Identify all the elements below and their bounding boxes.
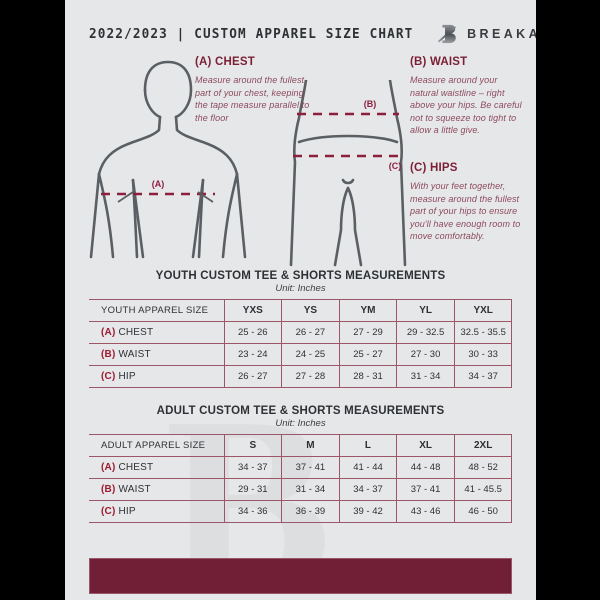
adult-table-header-row: ADULT APPAREL SIZE S M L XL 2XL bbox=[89, 434, 513, 457]
callout-chest-text: Measure around the fullest part of your … bbox=[195, 75, 310, 123]
table-cell: 36 - 39 bbox=[281, 500, 340, 523]
table-cell: 30 - 33 bbox=[453, 343, 513, 366]
page-header: 2022/2023 | CUSTOM APPAREL SIZE CHART BR… bbox=[65, 20, 536, 48]
youth-column-header-ys: YS bbox=[281, 299, 340, 322]
table-cell: 27 - 28 bbox=[281, 365, 340, 388]
youth-column-header-yl: YL bbox=[396, 299, 455, 322]
adult-column-header-m: M bbox=[281, 434, 340, 457]
youth-header-label: YOUTH APPAREL SIZE bbox=[89, 299, 224, 322]
table-cell: 26 - 27 bbox=[223, 365, 283, 388]
table-cell: 37 - 41 bbox=[281, 456, 340, 479]
youth-size-table-block: YOUTH CUSTOM TEE & SHORTS MEASUREMENTS U… bbox=[89, 270, 513, 388]
brand-name: BREAKAWAY bbox=[467, 27, 536, 41]
table-cell: 26 - 27 bbox=[281, 321, 340, 344]
adult-row-label-waist: (B) WAIST bbox=[89, 478, 224, 501]
row-tag: (A) bbox=[101, 327, 116, 338]
youth-table-title: YOUTH CUSTOM TEE & SHORTS MEASUREMENTS bbox=[155, 270, 446, 282]
page-title: 2022/2023 | CUSTOM APPAREL SIZE CHART bbox=[89, 26, 414, 42]
adult-column-header-s: S bbox=[223, 434, 283, 457]
chest-marker-label: (A) bbox=[152, 179, 165, 189]
table-cell: 24 - 25 bbox=[281, 343, 340, 366]
table-cell: 31 - 34 bbox=[396, 365, 455, 388]
youth-column-header-ym: YM bbox=[338, 299, 398, 322]
hips-marker-label: (C) bbox=[389, 161, 402, 171]
callout-waist: (B) WAIST Measure around your natural wa… bbox=[410, 56, 528, 137]
youth-row-label-chest: (A) CHEST bbox=[89, 321, 224, 344]
table-cell: 32.5 - 35.5 bbox=[453, 321, 513, 344]
callout-chest: (A) CHEST Measure around the fullest par… bbox=[195, 56, 315, 124]
table-cell: 25 - 26 bbox=[223, 321, 283, 344]
table-cell: 34 - 37 bbox=[453, 365, 513, 388]
table-row: (B) WAIST 23 - 24 24 - 25 25 - 27 27 - 30 30 … bbox=[89, 343, 513, 366]
table-cell: 29 - 32.5 bbox=[396, 321, 455, 344]
adult-table-title: ADULT CUSTOM TEE & SHORTS MEASUREMENTS bbox=[156, 405, 445, 417]
callout-hips-text: With your feet together, measure around … bbox=[410, 181, 521, 242]
row-tag: (B) bbox=[101, 349, 116, 360]
table-cell: 48 - 52 bbox=[453, 456, 513, 479]
callout-hips: (C) HIPS With your feet together, measur… bbox=[410, 162, 528, 243]
callout-waist-text: Measure around your natural waistline – … bbox=[410, 75, 522, 136]
row-tag: (B) bbox=[101, 484, 116, 495]
table-cell: 46 - 50 bbox=[453, 500, 513, 523]
adult-row-label-hip: (C) HIP bbox=[89, 500, 224, 523]
adult-column-header-xl: XL bbox=[396, 434, 455, 457]
table-row: (B) WAIST 29 - 31 31 - 34 34 - 37 37 - 41 41 … bbox=[89, 478, 513, 501]
row-tag: (A) bbox=[101, 462, 116, 473]
measurement-diagram: (A) (B) (C) (A) CHEST Measure around the… bbox=[65, 52, 536, 267]
youth-table-unit: Unit: Inches bbox=[275, 283, 326, 294]
adult-column-header-2xl: 2XL bbox=[453, 434, 513, 457]
adult-header-label: ADULT APPAREL SIZE bbox=[89, 434, 224, 457]
table-cell: 37 - 41 bbox=[396, 478, 455, 501]
table-cell: 41 - 44 bbox=[338, 456, 398, 479]
table-cell: 34 - 36 bbox=[223, 500, 283, 523]
table-cell: 41 - 45.5 bbox=[453, 478, 513, 501]
table-row: (A) CHEST 34 - 37 37 - 41 41 - 44 44 - 48 48 … bbox=[89, 456, 513, 479]
table-row: (A) CHEST 25 - 26 26 - 27 27 - 29 29 - 32.5 3… bbox=[89, 321, 513, 344]
size-chart-page: B 2022/2023 | CUSTOM APPAREL SIZE CHART … bbox=[65, 0, 536, 600]
table-cell: 39 - 42 bbox=[338, 500, 398, 523]
callout-hips-heading: (C) HIPS bbox=[410, 162, 458, 174]
waist-marker-label: (B) bbox=[364, 99, 377, 109]
adult-column-header-l: L bbox=[338, 434, 398, 457]
table-cell: 27 - 29 bbox=[338, 321, 398, 344]
table-cell: 29 - 31 bbox=[223, 478, 283, 501]
table-cell: 27 - 30 bbox=[396, 343, 455, 366]
table-cell: 34 - 37 bbox=[223, 456, 283, 479]
table-cell: 28 - 31 bbox=[338, 365, 398, 388]
table-cell: 31 - 34 bbox=[281, 478, 340, 501]
adult-size-table-block: ADULT CUSTOM TEE & SHORTS MEASUREMENTS U… bbox=[89, 405, 513, 523]
callout-waist-heading: (B) WAIST bbox=[410, 56, 468, 68]
youth-row-label-hip: (C) HIP bbox=[89, 365, 224, 388]
table-cell: 34 - 37 bbox=[338, 478, 398, 501]
callout-chest-heading: (A) CHEST bbox=[195, 56, 255, 68]
adult-row-label-chest: (A) CHEST bbox=[89, 456, 224, 479]
table-cell: 44 - 48 bbox=[396, 456, 455, 479]
lower-body-figure: (B) (C) bbox=[289, 80, 407, 267]
table-row: (C) HIP 26 - 27 27 - 28 28 - 31 31 - 34 34 - … bbox=[89, 365, 513, 388]
youth-table-header-row: YOUTH APPAREL SIZE YXS YS YM YL YXL bbox=[89, 299, 513, 322]
youth-row-label-waist: (B) WAIST bbox=[89, 343, 224, 366]
table-cell: 43 - 46 bbox=[396, 500, 455, 523]
table-row: (C) HIP 34 - 36 36 - 39 39 - 42 43 - 46 46 - … bbox=[89, 500, 513, 523]
row-tag: (C) bbox=[101, 371, 116, 382]
adult-size-table: ADULT APPAREL SIZE S M L XL 2XL (A) CHEST 34 - … bbox=[89, 434, 513, 523]
upper-body-figure: (A) bbox=[89, 60, 247, 259]
youth-size-table: YOUTH APPAREL SIZE YXS YS YM YL YXL (A) CHEST 2… bbox=[89, 299, 513, 388]
table-cell: 25 - 27 bbox=[338, 343, 398, 366]
table-cell: 23 - 24 bbox=[223, 343, 283, 366]
youth-column-header-yxs: YXS bbox=[223, 299, 283, 322]
row-tag: (C) bbox=[101, 506, 116, 517]
youth-column-header-yxl: YXL bbox=[453, 299, 513, 322]
breakaway-b-logo-icon bbox=[438, 24, 457, 44]
adult-table-unit: Unit: Inches bbox=[275, 418, 326, 429]
footer-band bbox=[89, 558, 512, 594]
